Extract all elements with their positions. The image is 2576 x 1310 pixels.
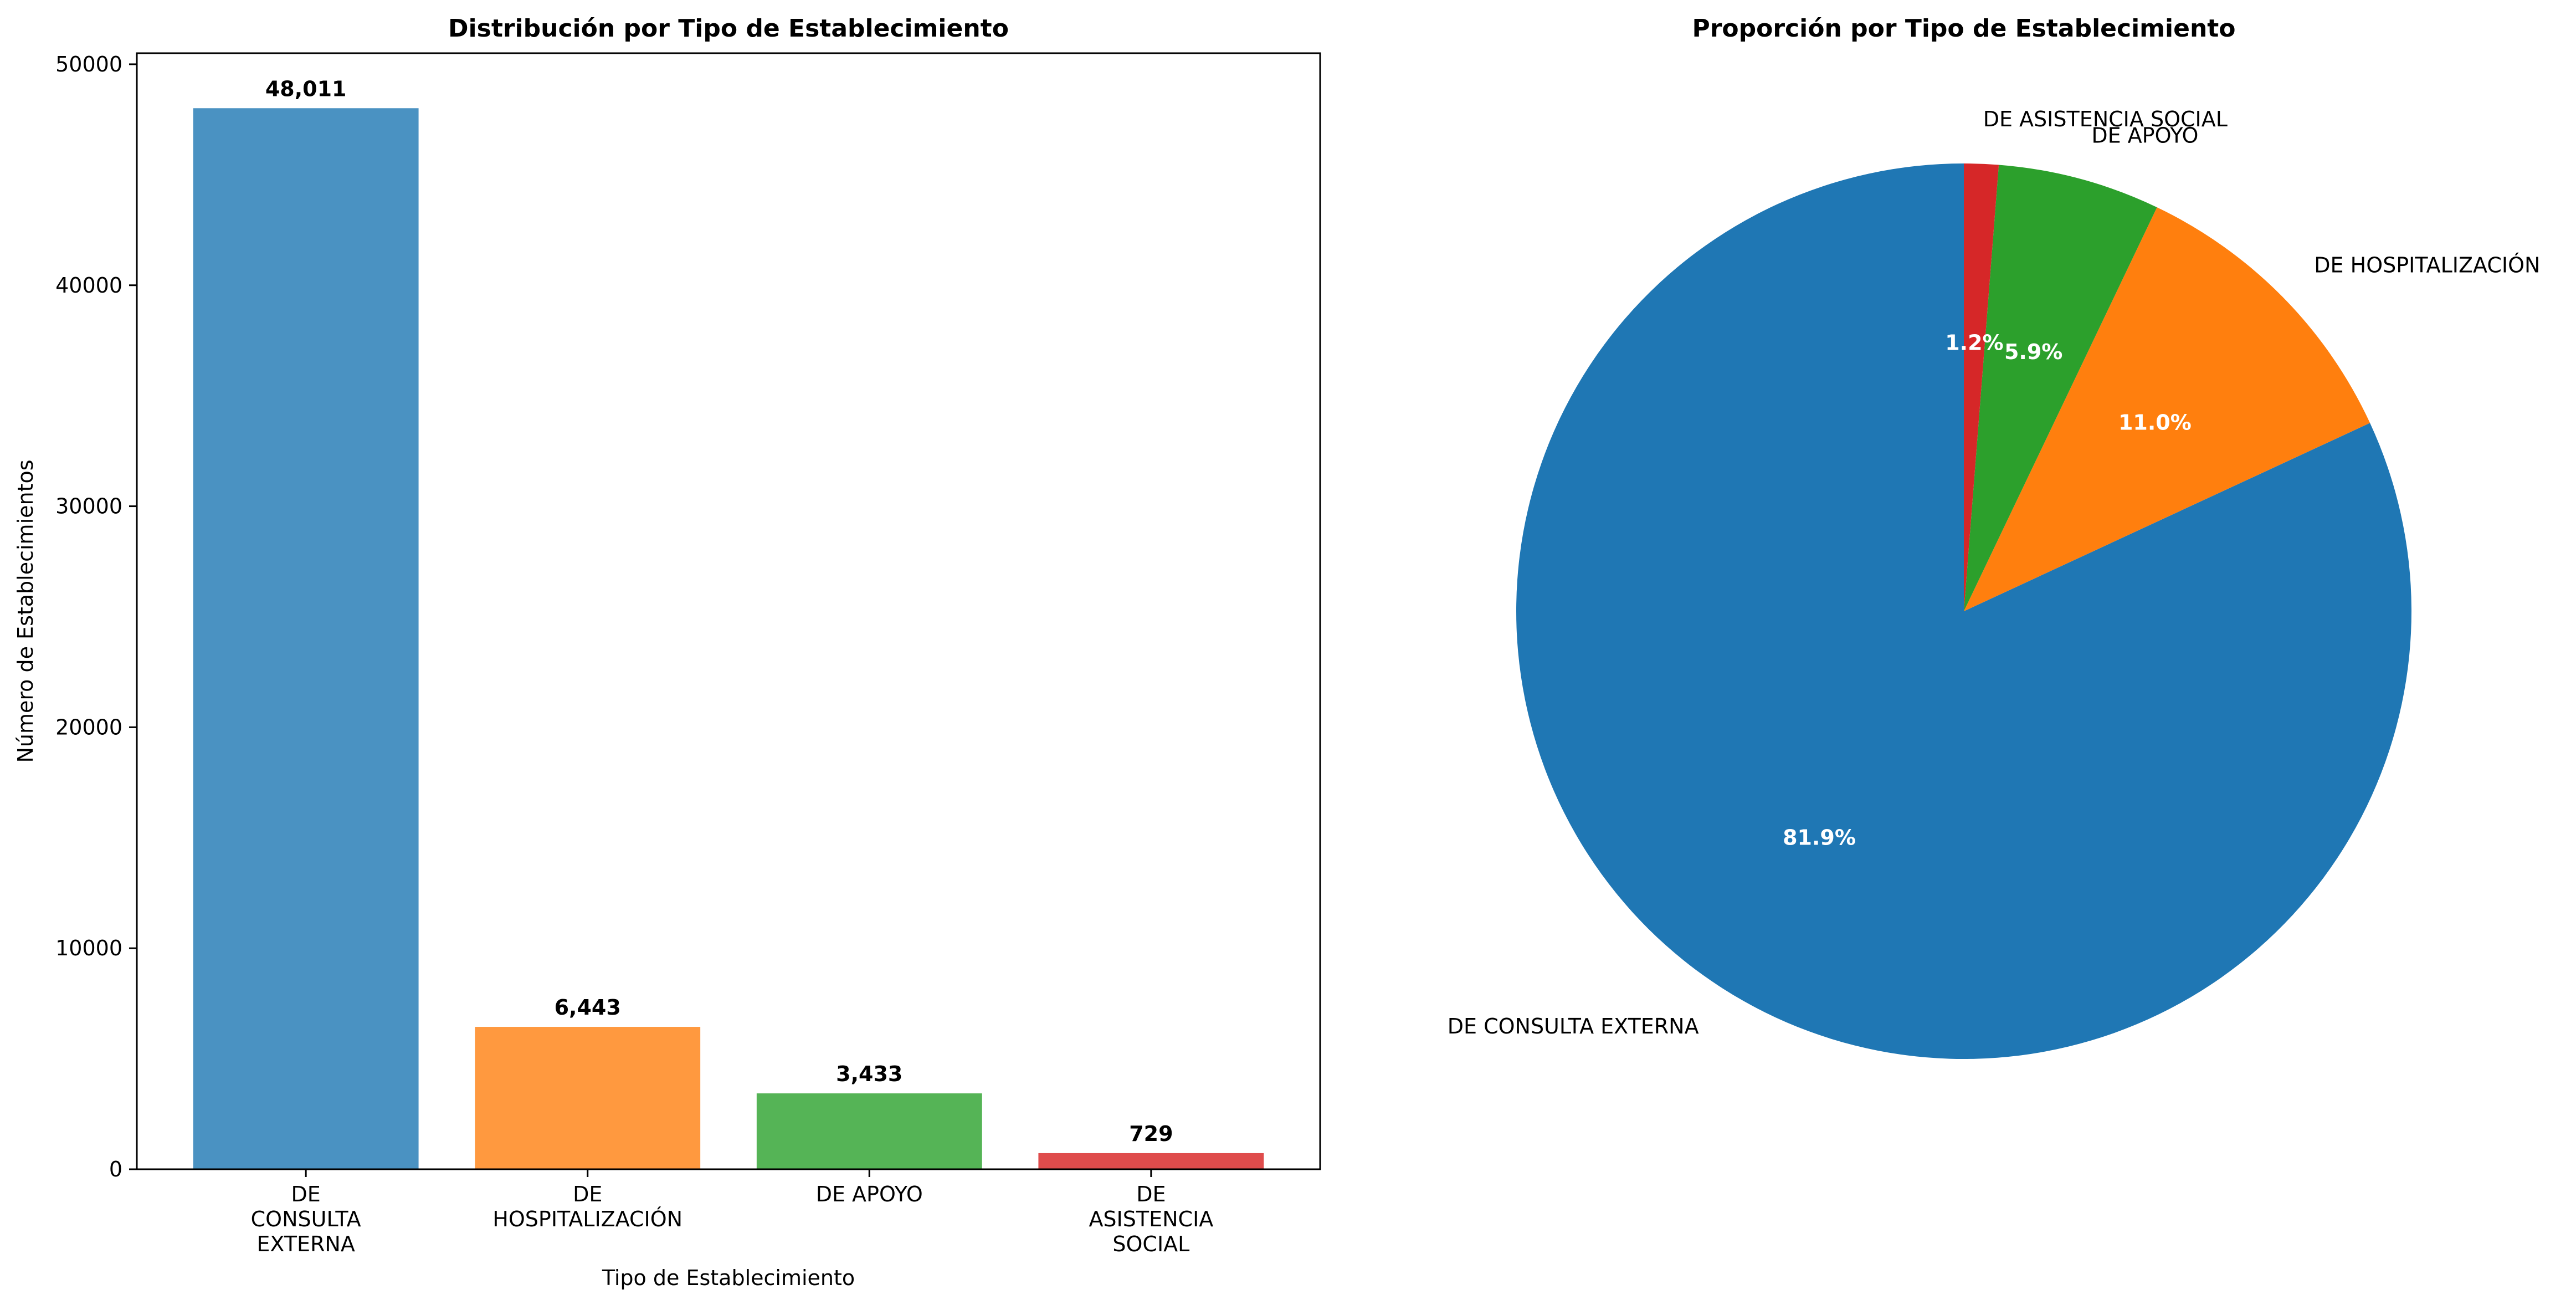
pie-label-0: DE CONSULTA EXTERNA [1448,1014,1699,1038]
bar-x-ticks: DE CONSULTA EXTERNA DE HOSPITALIZACIÓN DE APO… [251,1169,1213,1256]
x-tick-label-2: DE APOYO [816,1182,923,1206]
pie-percent-labels: 81.9% 11.0% 5.9%1.2% [1783,331,2192,850]
pie-label-1: DE HOSPITALIZACIÓN [2314,253,2540,277]
bar-3 [1038,1153,1264,1169]
pie-slice-3 [1964,163,1999,611]
bar-0 [193,108,419,1169]
x-tick-label-1: DE HOSPITALIZACIÓN [492,1182,683,1231]
y-tick-label-3: 30000 [55,494,122,519]
pie-percent-label-2: 5.9% [2004,340,2062,364]
y-tick-label-0: 0 [109,1157,122,1181]
pie-slice-1 [1964,207,2370,611]
y-tick-label-5: 50000 [55,52,122,76]
pie-percent-label-3: 1.2% [1945,331,2003,355]
x-tick-label-0: DE CONSULTA EXTERNA [251,1182,361,1256]
pie-percent-label-1: 11.0% [2118,410,2192,434]
y-tick-label-1: 10000 [55,936,122,960]
y-tick-label-4: 40000 [55,273,122,298]
bar-chart-title: Distribución por Tipo de Establecimiento [448,14,1009,43]
pie-label-2: DE APOYO [2091,124,2198,148]
bar-value-label-0: 48,011 [265,76,347,101]
pie-chart-title: Proporción por Tipo de Establecimiento [1692,14,2235,43]
y-tick-label-2: 20000 [55,715,122,739]
pie-slice-2 [1964,165,2157,612]
bar-y-ticks: 0 10000 20000 30000 40000 50000 [55,52,137,1181]
bar-chart: Distribución por Tipo de Establecimiento… [13,14,1321,1290]
bar-value-label-2: 3,433 [836,1062,902,1086]
bar-value-label-3: 729 [1129,1122,1173,1146]
pie-labels: DE CONSULTA EXTERNA DE HOSPITALIZACIÓN DE … [1448,107,2541,1038]
pie-chart: Proporción por Tipo de Establecimiento D… [1448,14,2541,1059]
bar-y-axis-label: Número de Establecimientos [13,459,38,763]
bar-value-labels: 48,011 6,443 3,433 729 [265,76,1173,1146]
bar-x-axis-label: Tipo de Establecimiento [602,1266,855,1290]
pie-slices [1516,163,2412,1059]
bar-plot-frame [136,52,1321,1170]
bar-marks [193,108,1264,1169]
bar-value-label-1: 6,443 [555,995,621,1020]
pie-percent-label-0: 81.9% [1783,826,1856,850]
bar-1 [475,1027,701,1169]
x-tick-label-3: DE ASISTENCIA SOCIAL [1089,1182,1213,1256]
bar-2 [756,1093,982,1169]
pie-label-3: DE ASISTENCIA SOCIAL [1983,107,2228,131]
